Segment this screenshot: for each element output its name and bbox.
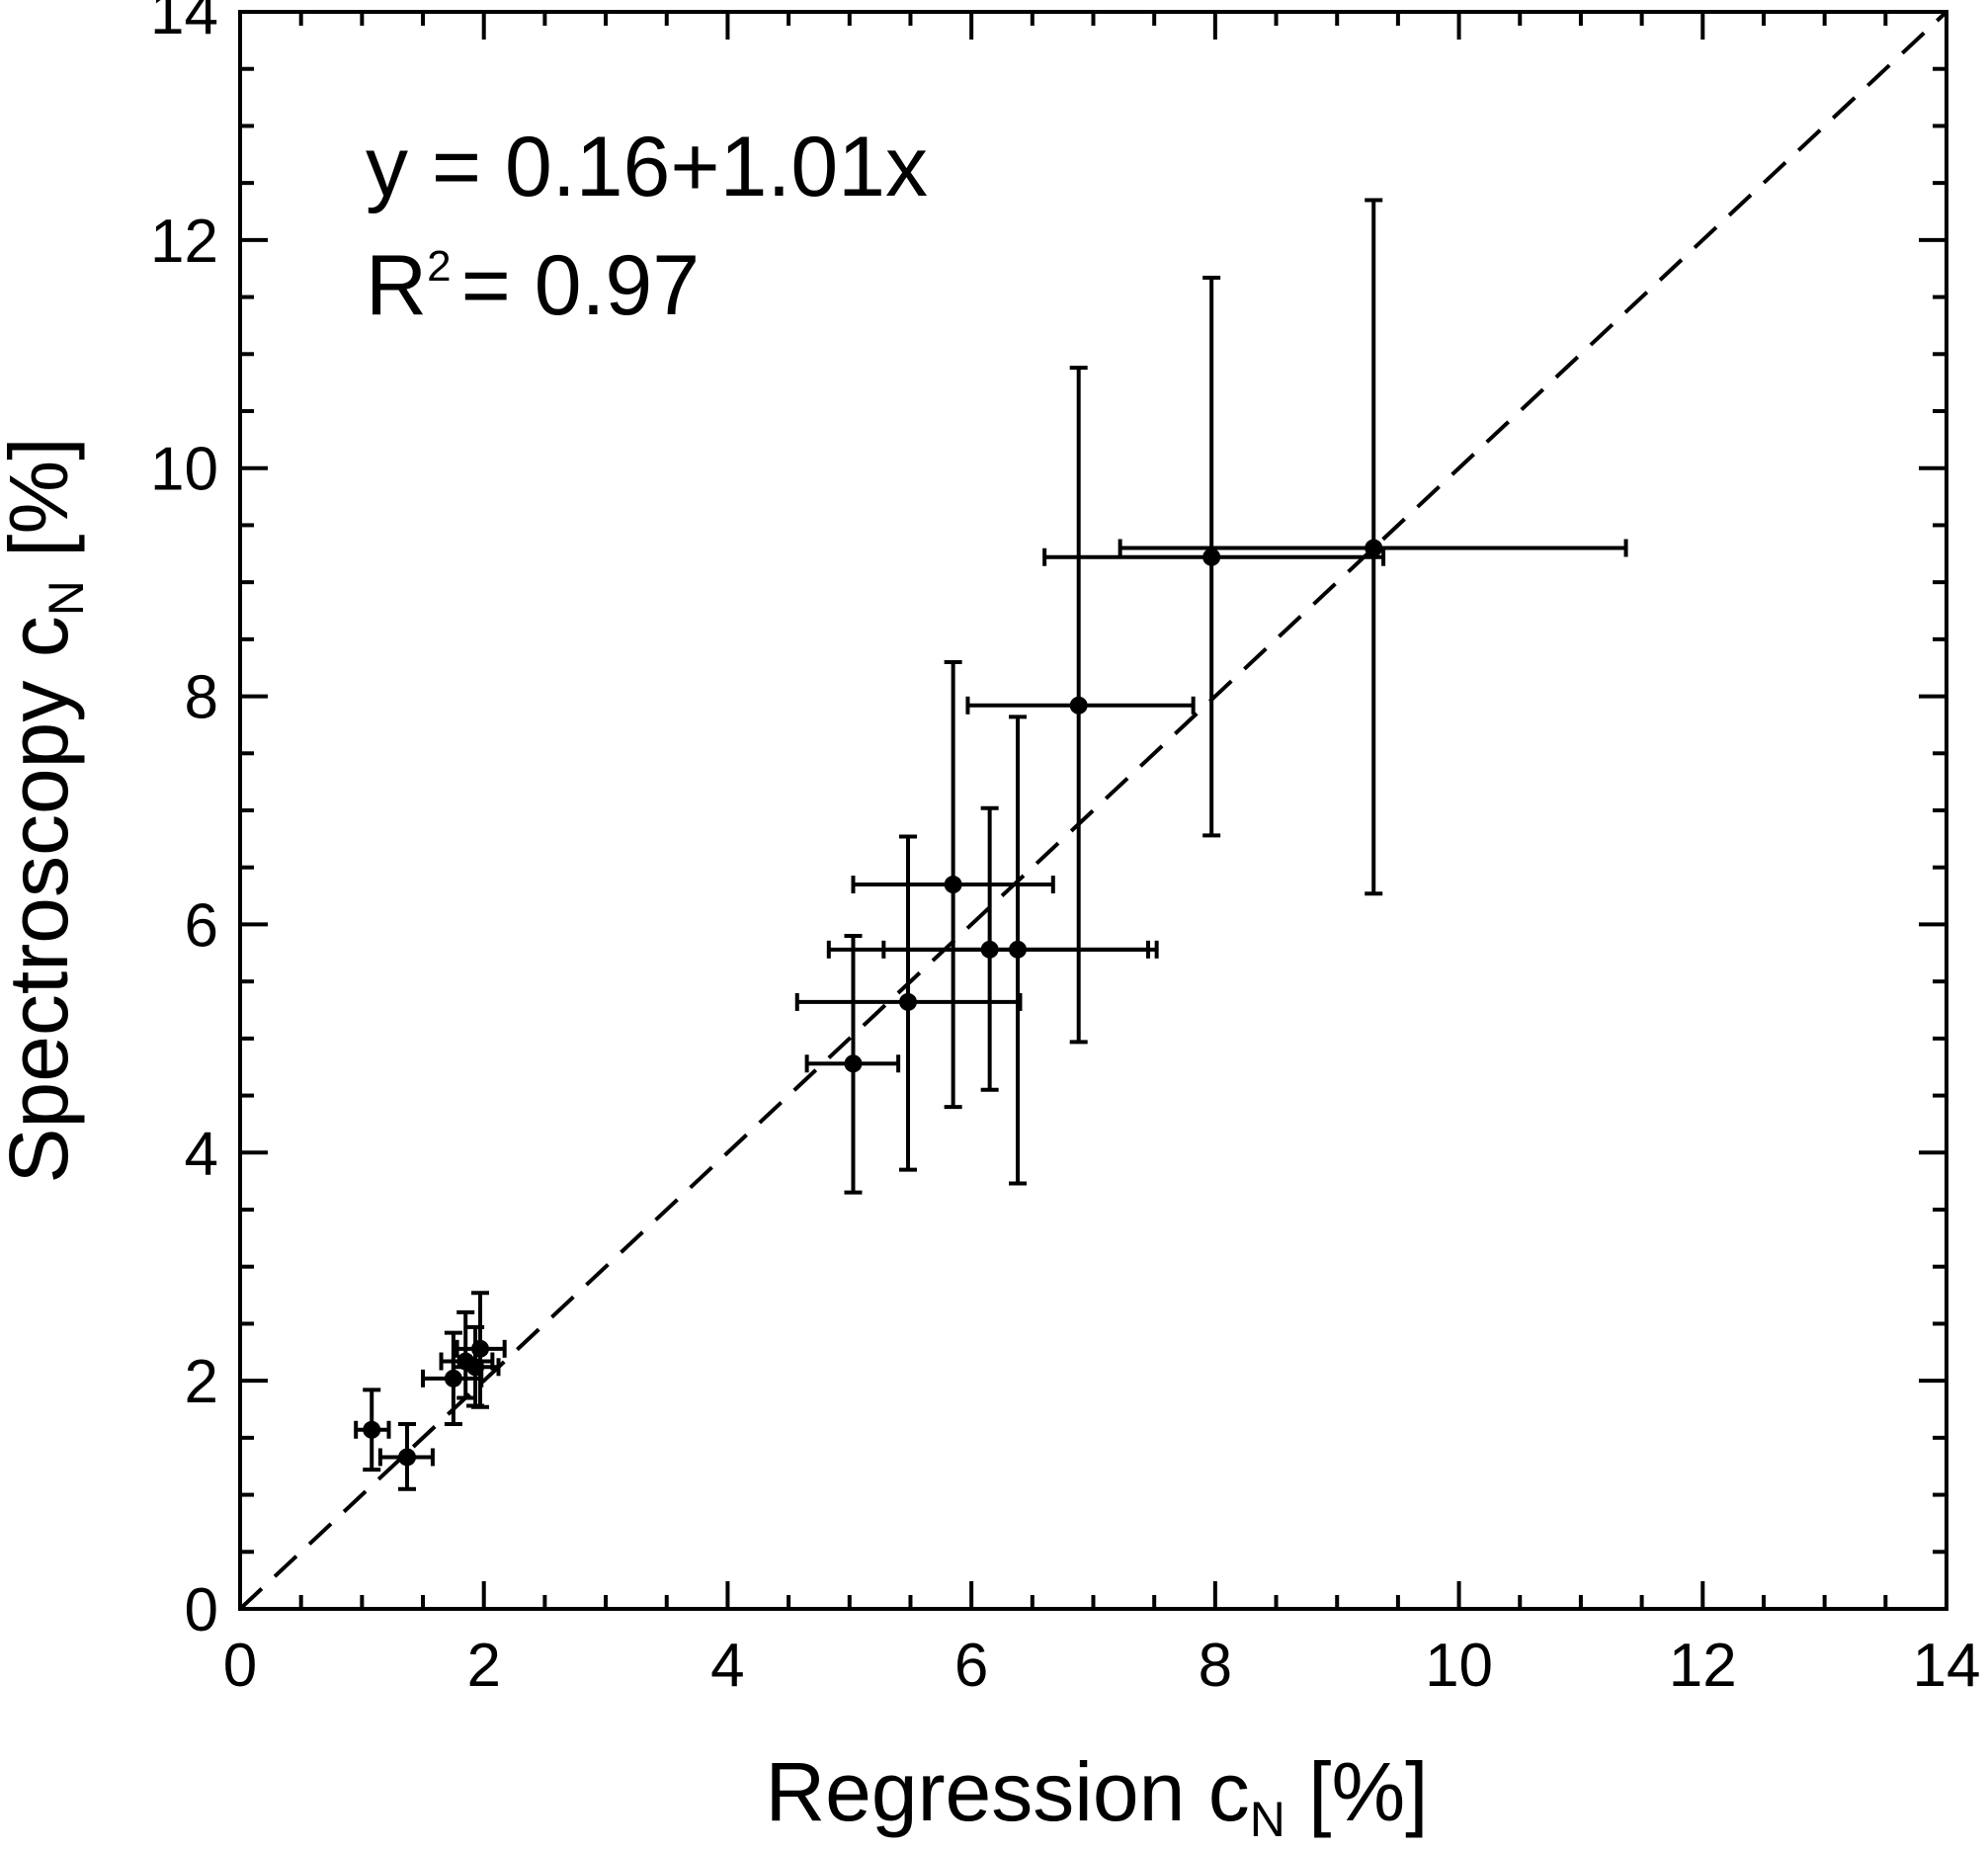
data-point-group bbox=[377, 1422, 435, 1491]
y-tick-labels: 0 2 4 6 8 10 12 14 bbox=[150, 0, 218, 1644]
x-tick-label: 6 bbox=[954, 1632, 988, 1700]
y-tick-label: 4 bbox=[185, 1120, 218, 1188]
r-squared-exponent: 2 bbox=[427, 242, 451, 291]
data-point bbox=[1365, 539, 1383, 557]
y-axis-title-main: Spectroscopy c bbox=[0, 616, 85, 1183]
y-tick-label: 2 bbox=[185, 1348, 218, 1416]
x-tick-label: 14 bbox=[1913, 1632, 1981, 1700]
x-tick-label: 4 bbox=[710, 1632, 744, 1700]
data-point-group bbox=[354, 1388, 391, 1472]
x-axis-title-subscript: N bbox=[1250, 1792, 1285, 1847]
plot-frame bbox=[238, 10, 1948, 1611]
x-tick-label: 10 bbox=[1425, 1632, 1493, 1700]
data-point-group bbox=[1042, 275, 1386, 838]
y-axis-title-unit: [%] bbox=[0, 437, 85, 580]
fit-line-layer bbox=[238, 10, 1948, 1611]
data-point bbox=[1009, 940, 1028, 959]
x-axis-title: Regression cN [%] bbox=[765, 1745, 1428, 1847]
x-tick-label: 2 bbox=[466, 1632, 500, 1700]
data-point-group bbox=[881, 715, 1159, 1186]
data-point-group bbox=[1118, 198, 1628, 896]
x-axis-title-unit: [%] bbox=[1285, 1745, 1429, 1838]
y-axis-title-subscript: N bbox=[39, 580, 94, 616]
x-tick-label: 8 bbox=[1199, 1632, 1232, 1700]
r-squared-symbol: R bbox=[366, 238, 427, 333]
data-points-layer bbox=[354, 198, 1628, 1491]
fit-equation: y = 0.16+1.01x bbox=[366, 120, 928, 214]
data-point bbox=[844, 1054, 863, 1073]
data-point-group bbox=[451, 1324, 501, 1408]
x-tick-label: 0 bbox=[223, 1632, 257, 1700]
data-point bbox=[444, 1369, 462, 1388]
ticks-layer bbox=[238, 10, 1948, 1611]
y-tick-label: 0 bbox=[185, 1576, 218, 1644]
x-axis-title-main: Regression c bbox=[765, 1745, 1249, 1838]
data-point bbox=[898, 992, 917, 1011]
y-axis-title: Spectroscopy cN [%] bbox=[0, 437, 94, 1183]
data-point-group bbox=[965, 366, 1196, 1045]
data-point bbox=[1069, 696, 1088, 715]
data-point-group bbox=[804, 933, 901, 1195]
data-point-group bbox=[455, 1291, 507, 1409]
data-point bbox=[363, 1420, 381, 1439]
data-point bbox=[1202, 547, 1221, 566]
y-tick-label: 12 bbox=[150, 208, 218, 276]
y-tick-label: 14 bbox=[150, 0, 218, 47]
y-tick-label: 10 bbox=[150, 436, 218, 504]
x-tick-labels: 0 2 4 6 8 10 12 14 bbox=[223, 1632, 1981, 1700]
r-squared-label: R2 = 0.97 bbox=[366, 238, 700, 333]
data-point bbox=[397, 1448, 416, 1467]
y-tick-label: 6 bbox=[185, 891, 218, 960]
y-tick-label: 8 bbox=[185, 664, 218, 732]
x-tick-label: 12 bbox=[1669, 1632, 1737, 1700]
data-point-group bbox=[851, 659, 1055, 1110]
r-squared-value: = 0.97 bbox=[461, 238, 701, 333]
data-point bbox=[471, 1339, 490, 1358]
data-point-group bbox=[794, 834, 1023, 1172]
fit-line bbox=[238, 10, 1948, 1611]
data-point bbox=[944, 876, 962, 894]
